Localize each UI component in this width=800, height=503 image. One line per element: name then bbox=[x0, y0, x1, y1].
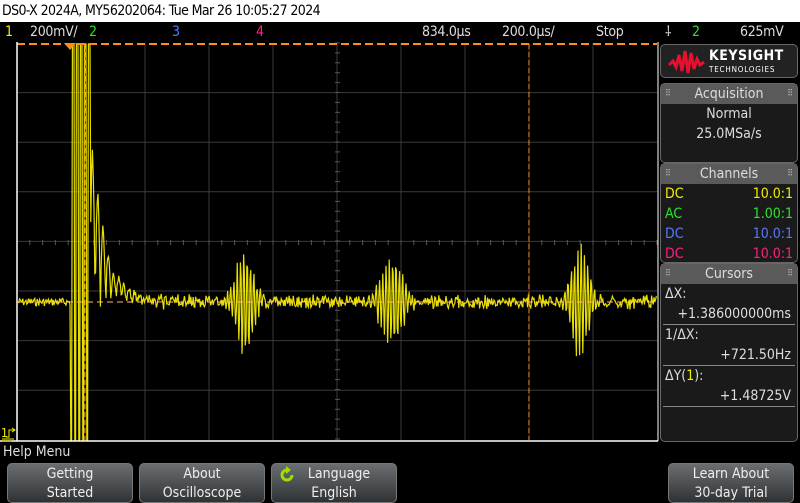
acquisition-header: Acquisition bbox=[661, 84, 797, 104]
delta-y-value: +1.48725V bbox=[663, 386, 795, 407]
waveform-display[interactable]: 1 bbox=[0, 42, 660, 442]
side-panel: KEYSIGHT TECHNOLOGIES Acquisition Normal… bbox=[660, 44, 798, 442]
channel-row-2: AC 1.00:1 bbox=[665, 206, 793, 222]
delta-x-label: ΔX: bbox=[665, 286, 687, 302]
learn-about-trial-button[interactable]: Learn About 30-day Trial bbox=[668, 463, 794, 503]
keysight-wave-icon bbox=[667, 50, 705, 74]
ground-arrow-icon bbox=[2, 427, 16, 442]
time-scale[interactable]: 200.0µs/ bbox=[502, 24, 555, 40]
ch4-number[interactable]: 4 bbox=[256, 24, 264, 40]
cursors-box[interactable]: Cursors ΔX: +1.386000000ms 1/ΔX: +721.50… bbox=[660, 263, 798, 442]
run-state: Stop bbox=[596, 24, 624, 40]
ch3-number[interactable]: 3 bbox=[172, 24, 180, 40]
status-bar: 1 200mV/ 2 3 4 834.0µs 200.0µs/ Stop ⸸ 2… bbox=[0, 22, 800, 42]
ch1-scale[interactable]: 200mV/ bbox=[30, 24, 78, 40]
ch2-number[interactable]: 2 bbox=[89, 24, 97, 40]
cycle-icon bbox=[280, 466, 294, 482]
ch1-number[interactable]: 1 bbox=[5, 24, 13, 40]
delta-y-label: ΔY(1): bbox=[665, 368, 704, 384]
trigger-position-marker bbox=[64, 43, 76, 50]
trigger-edge-icon: ⸸ bbox=[665, 24, 672, 40]
time-delay[interactable]: 834.0µs bbox=[422, 24, 471, 40]
trigger-level[interactable]: 625mV bbox=[740, 24, 784, 40]
inverse-delta-x-label: 1/ΔX: bbox=[665, 327, 699, 343]
cursors-header: Cursors bbox=[661, 264, 797, 284]
keysight-logo: KEYSIGHT TECHNOLOGIES bbox=[660, 44, 798, 78]
help-menu-title: Help Menu bbox=[3, 444, 71, 460]
window-title: DS0-X 2024A, MY56202064: Tue Mar 26 10:0… bbox=[0, 0, 800, 22]
channel-row-4: DC 10.0:1 bbox=[665, 246, 793, 262]
channel-row-1: DC 10.0:1 bbox=[665, 186, 793, 202]
ch1-ground-marker: 1 bbox=[1, 426, 8, 440]
language-button[interactable]: Language English bbox=[271, 463, 397, 503]
channels-header: Channels bbox=[661, 164, 797, 184]
trigger-source[interactable]: 2 bbox=[692, 24, 700, 40]
delta-x-value: +1.386000000ms bbox=[663, 304, 795, 325]
channel-row-3: DC 10.0:1 bbox=[665, 226, 793, 242]
ch1-waveform bbox=[17, 43, 657, 441]
graticule bbox=[16, 42, 658, 440]
getting-started-button[interactable]: Getting Started bbox=[7, 463, 133, 503]
about-oscilloscope-button[interactable]: About Oscilloscope bbox=[139, 463, 265, 503]
acquisition-mode: Normal bbox=[706, 106, 752, 122]
inverse-delta-x-value: +721.50Hz bbox=[663, 345, 795, 366]
acquisition-box[interactable]: Acquisition Normal 25.0MSa/s bbox=[660, 83, 798, 163]
sample-rate: 25.0MSa/s bbox=[696, 126, 762, 142]
